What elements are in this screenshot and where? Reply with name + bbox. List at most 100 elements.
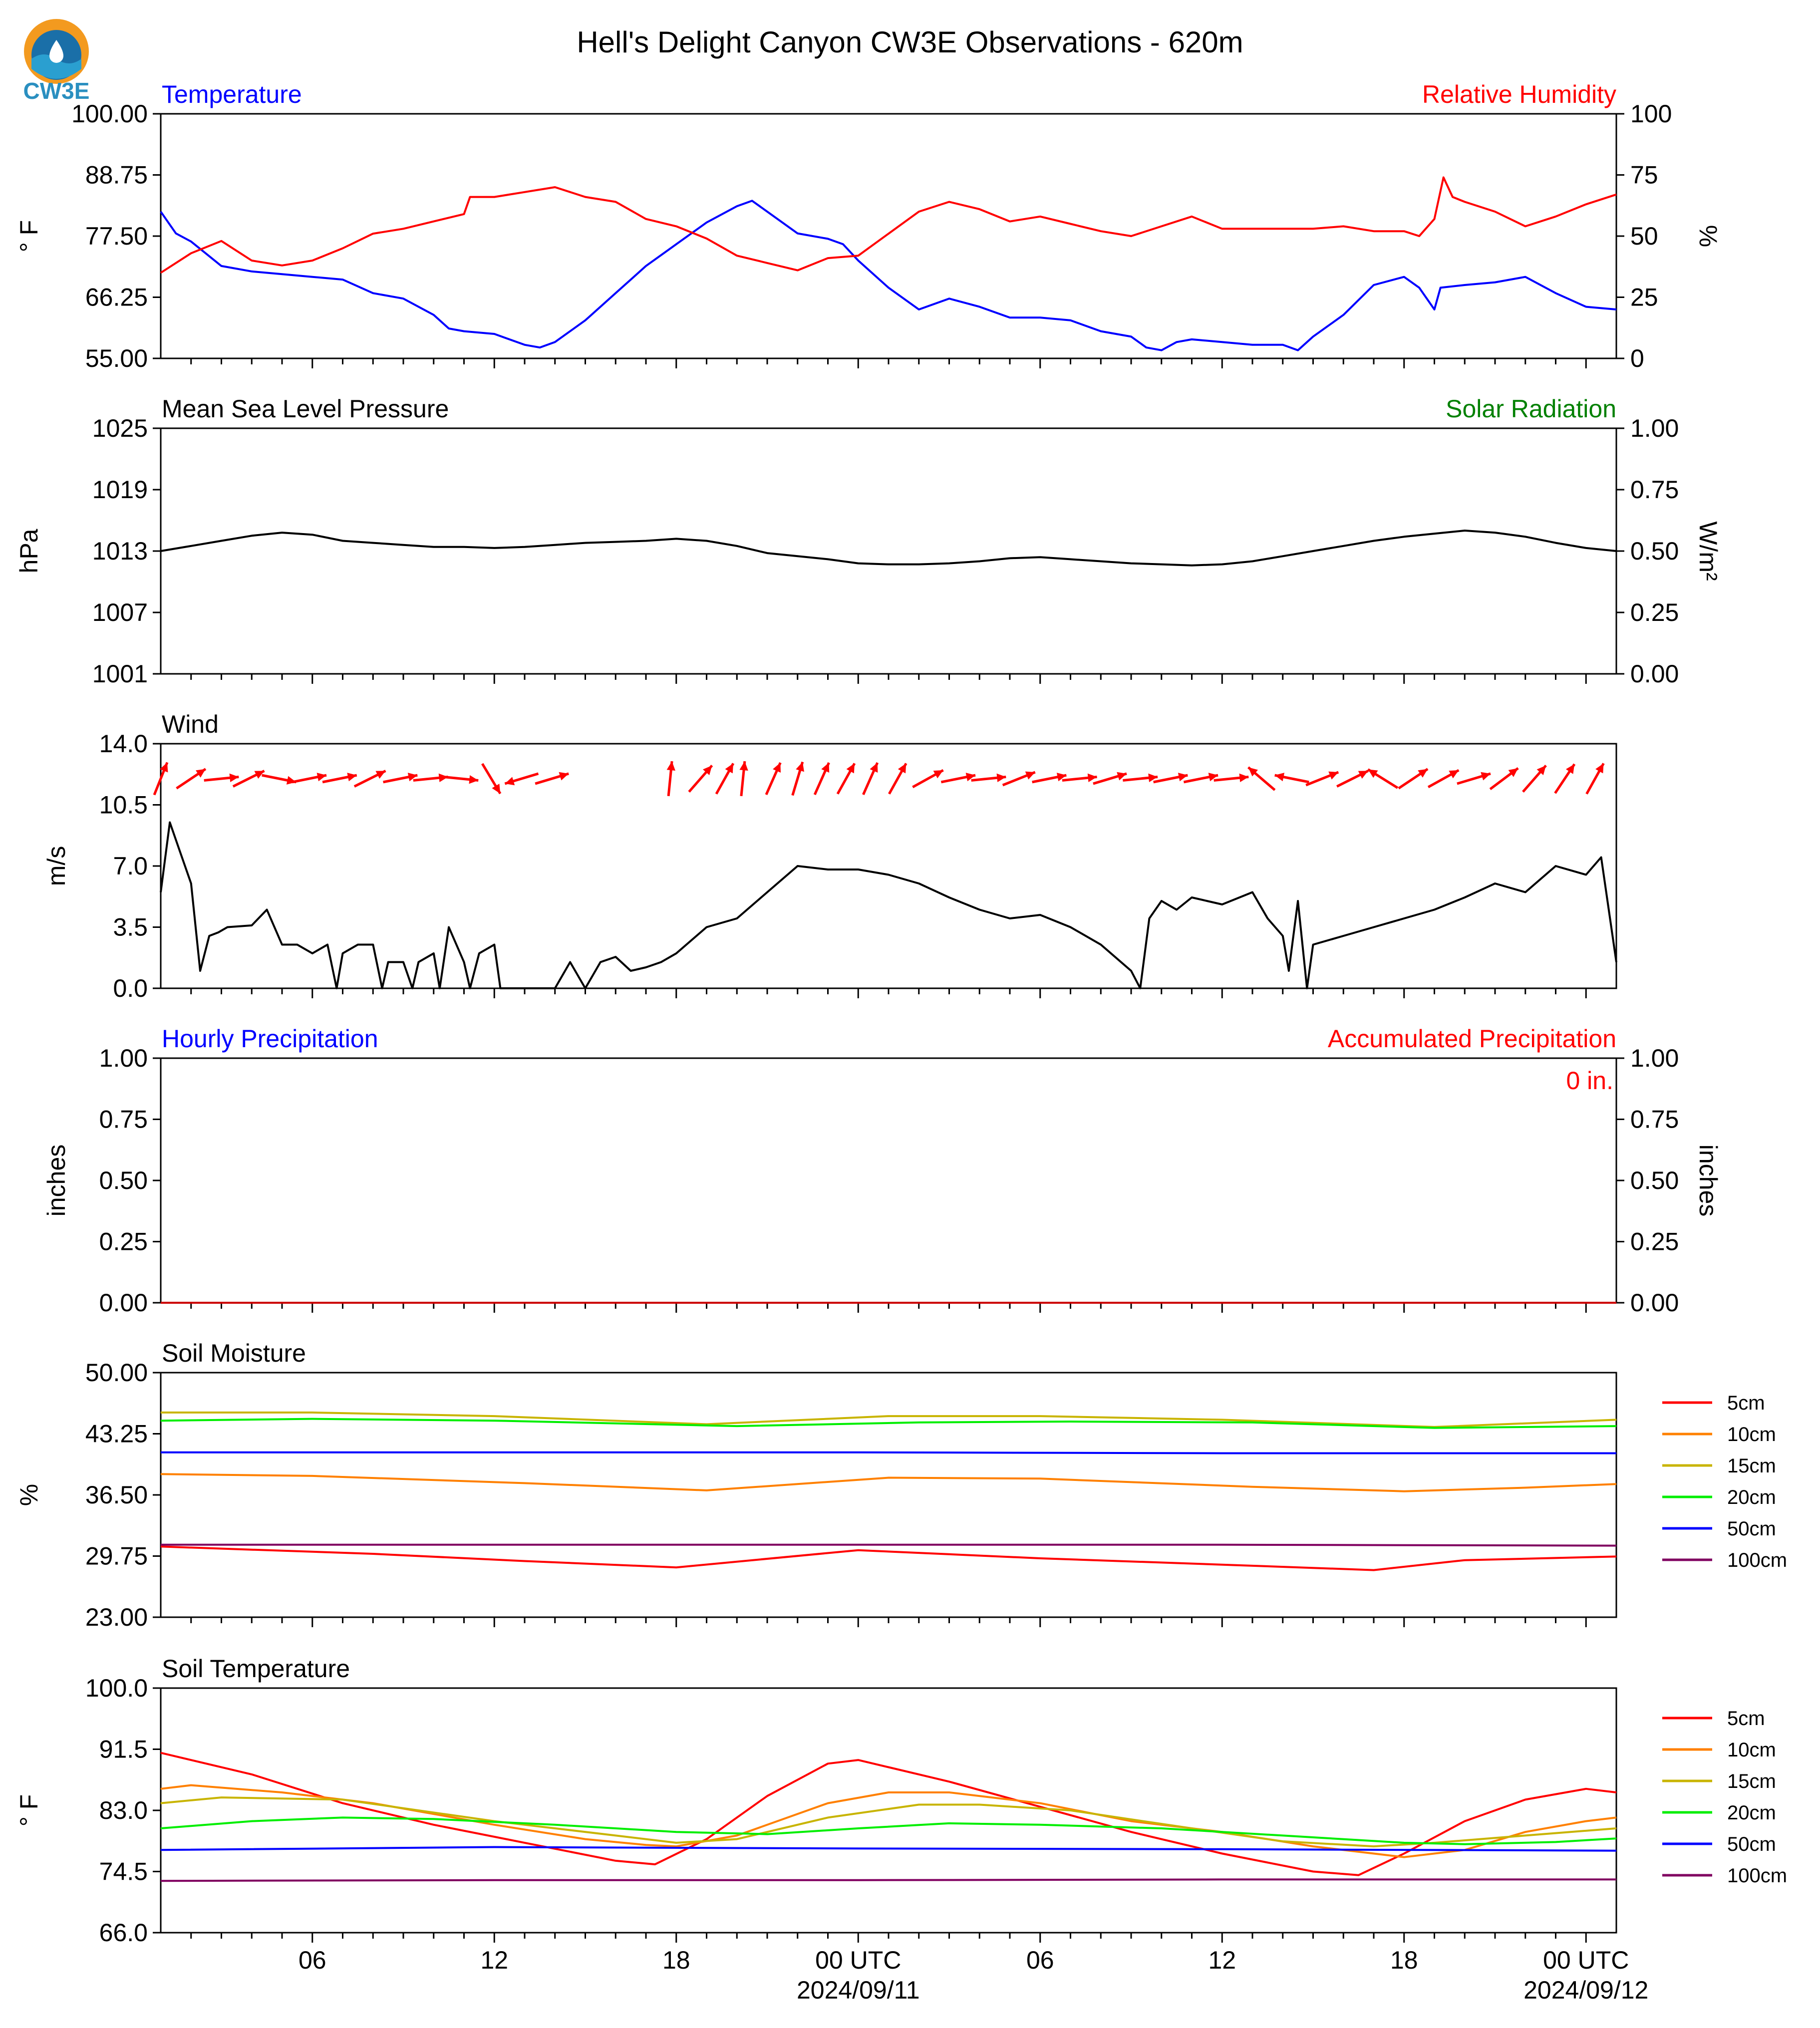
y-tick-label: 0.75 [99,1106,148,1134]
wind-arrow [739,761,748,797]
wind-arrow [715,763,735,795]
panel-title-right: Solar Radiation [1446,395,1616,423]
wind-arrow-head [870,763,878,773]
wind-arrow [204,773,239,782]
series-line-15cm [160,1796,1617,1848]
y-tick-label: 66.25 [85,284,148,311]
y-tick-label: 7.0 [113,852,148,880]
wind-arrow [912,769,944,789]
wind-arrow-head [1418,769,1428,778]
y-right-tick-label: 0.75 [1630,1106,1679,1134]
wind-arrow-head [1565,764,1575,774]
wind-arrow-head [846,763,855,774]
series-line-50cm [160,1846,1617,1852]
wind-arrow-head [160,762,168,773]
y-right-tick-label: 0.00 [1630,1289,1679,1317]
wind-arrow-head [1328,771,1339,780]
y-tick-label: 23.00 [85,1603,148,1631]
y-tick-label: 0.0 [113,974,148,1002]
series-line-temp-1 [160,176,1617,274]
wind-arrow-head [725,763,733,774]
y-tick-label: 1019 [92,476,148,504]
x-tick-label: 12 [480,1946,508,1974]
wind-arrow [153,762,169,796]
wind-arrow [1398,768,1429,790]
wind-arrow-head [996,773,1006,782]
y-axis-label: inches [42,1145,70,1217]
legend-label: 20cm [1727,1486,1776,1508]
wind-arrow-head [821,763,830,773]
panel-title-right: Accumulated Precipitation [1328,1025,1616,1053]
wind-arrow [1093,772,1127,785]
wind-arrow-head [1595,763,1604,774]
y-right-tick-label: 0.75 [1630,476,1679,504]
legend-label: 10cm [1727,1739,1776,1761]
wind-arrow [971,773,1006,782]
wind-arrow-head [739,761,748,771]
wind-arrow [1427,769,1460,789]
panel-wind: Wind 0.0 3.5 7.0 10.5 14.0 m/s [42,710,1617,1002]
panel-title-right: Relative Humidity [1422,80,1616,108]
wind-arrow [443,775,479,784]
legend-label: 50cm [1727,1833,1776,1855]
x-tick-label: 18 [662,1946,690,1974]
series-line-wind-0 [160,821,1617,989]
y-right-axis-label: W/m² [1694,521,1722,580]
y-tick-label: 1025 [92,414,148,442]
y-tick-label: 36.50 [85,1481,148,1509]
wind-arrow-head [1508,768,1518,777]
y-axis-label: ° F [15,1794,43,1826]
wind-arrow [1367,768,1399,789]
series-line-100cm [161,1543,1617,1547]
legend-label: 100cm [1727,1865,1787,1887]
y-tick-label: 1.00 [99,1044,148,1072]
x-tick-label: 12 [1208,1946,1236,1974]
wind-arrow [1457,772,1491,785]
wind-arrow [322,773,357,784]
y-tick-label: 77.50 [85,222,148,250]
panel-soilt: Soil Temperature 66.0 74.5 83.0 91.5 100.0 ° F… [15,1655,1787,1947]
y-right-tick-label: 100 [1630,100,1672,128]
wind-arrow [1489,767,1519,790]
wind-arrow [1213,773,1249,782]
legend-label: 15cm [1727,1770,1776,1792]
wind-arrow-head [1449,770,1459,779]
x-tick-label: 00 UTC [815,1946,901,1974]
legend-label: 5cm [1727,1708,1765,1730]
wind-arrow-head [407,773,418,782]
panel-soilm: Soil Moisture 23.00 29.75 36.50 43.25 50.00% 5… [15,1339,1787,1631]
wind-arrow-head [666,761,675,771]
wind-arrow-head [702,765,712,775]
wind-arrow-head [1274,773,1285,782]
wind-arrow-head [1178,773,1188,782]
wind-arrow [292,773,327,784]
wind-arrow-head [1368,769,1378,778]
y-right-tick-label: 0.50 [1630,1166,1679,1194]
series-line-pressure-0 [160,530,1617,567]
panel-title-left: Temperature [162,80,302,108]
wind-arrow [1336,770,1369,788]
panel-title-left: Hourly Precipitation [162,1025,378,1053]
wind-arrow-head [1208,773,1218,782]
wind-arrow-head [1481,772,1491,781]
wind-arrow-head [1148,773,1158,782]
y-tick-label: 74.5 [99,1858,148,1886]
y-tick-label: 100.0 [85,1674,148,1702]
y-right-tick-label: 0.00 [1630,660,1679,688]
series-line-temp-0 [160,200,1617,351]
wind-arrow [1274,773,1309,784]
wind-arrow [353,770,386,788]
y-right-tick-label: 0.50 [1630,537,1679,565]
y-tick-label: 83.0 [99,1796,148,1824]
wind-arrow-head [1087,773,1097,782]
panel-temp: Temperature Relative Humidity 55.00 66.25 77… [15,80,1722,372]
y-tick-label: 100.00 [71,100,148,128]
series-line-10cm [160,1473,1617,1492]
series-line-5cm [160,1545,1617,1571]
wind-arrow [413,773,448,782]
x-date-label: 2024/09/11 [797,1976,920,2004]
y-tick-label: 0.50 [99,1166,148,1194]
wind-arrow [504,772,539,786]
wind-arrow-head [898,763,907,774]
wind-arrow [1183,773,1218,784]
